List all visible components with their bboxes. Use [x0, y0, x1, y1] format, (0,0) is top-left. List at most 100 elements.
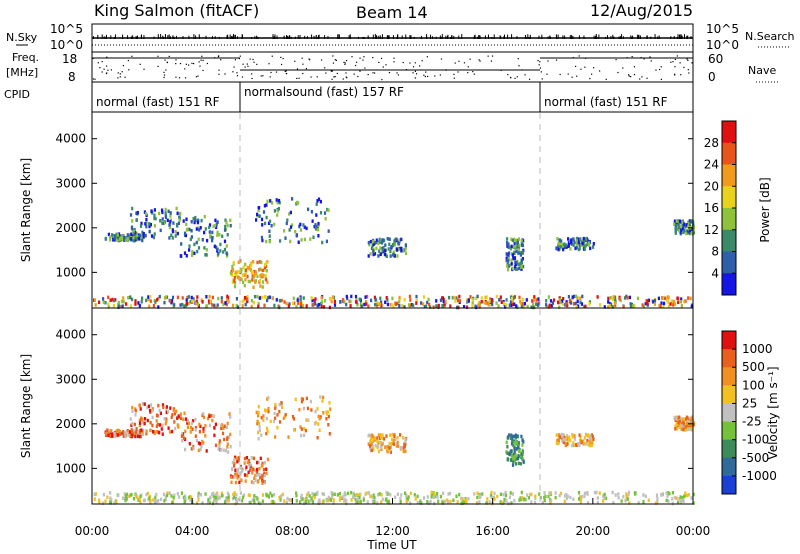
nave-dot: [94, 78, 96, 80]
echo-cell: [521, 297, 525, 302]
echo-cell: [656, 500, 659, 504]
echo-cell: [242, 265, 245, 270]
echo-cell: [237, 305, 240, 309]
echo-cell: [244, 271, 247, 275]
nave-dot: [121, 71, 123, 73]
echo-cell: [630, 302, 633, 307]
echo-cell: [145, 431, 148, 436]
echo-cell: [120, 304, 123, 309]
echo-cell: [161, 210, 164, 215]
echo-cell: [507, 245, 510, 249]
echo-cell: [299, 222, 302, 227]
echo-cell: [208, 230, 211, 234]
echo-cell: [187, 295, 190, 299]
echo-cell: [467, 299, 470, 303]
nave-dot: [128, 69, 130, 71]
echo-cell: [295, 304, 298, 309]
echo-cell: [370, 448, 373, 453]
echo-cell: [205, 304, 208, 308]
echo-cell: [237, 270, 240, 274]
echo-cell: [316, 492, 319, 496]
echo-cell: [151, 415, 154, 420]
echo-cell: [634, 492, 637, 496]
nave-dot: [271, 55, 273, 57]
echo-cell: [579, 300, 582, 304]
echo-cell: [213, 426, 216, 430]
echo-cell: [570, 238, 573, 242]
colorbar-tick-label: 500: [742, 360, 765, 374]
echo-cell: [305, 418, 308, 422]
echo-cell: [282, 416, 285, 420]
echo-cell: [575, 294, 578, 299]
echo-cell: [515, 304, 518, 308]
echo-cell: [683, 222, 686, 226]
echo-cell: [517, 245, 520, 250]
echo-cell: [579, 500, 582, 505]
colorbar-segment: [722, 439, 736, 459]
nave-dot: [188, 64, 190, 66]
echo-cell: [682, 417, 685, 421]
echo-cell: [130, 226, 134, 231]
echo-cell: [161, 432, 164, 436]
echo-cell: [299, 500, 302, 504]
nave-dot: [467, 72, 469, 74]
nave-dot: [325, 72, 327, 74]
echo-cell: [375, 246, 378, 251]
echo-cell: [390, 245, 393, 249]
colorbar-tick-label: -1000: [742, 469, 777, 483]
echo-cell: [607, 300, 610, 304]
echo-cell: [579, 438, 582, 443]
echo-cell: [176, 295, 179, 300]
echo-cell: [457, 305, 460, 310]
echo-cell: [518, 449, 521, 453]
echo-cell: [232, 268, 235, 272]
nave-dot: [686, 58, 688, 60]
echo-cell: [549, 299, 553, 303]
echo-cell: [676, 416, 679, 420]
echo-cell: [183, 251, 187, 255]
nave-dot: [236, 75, 239, 77]
echo-cell: [602, 499, 605, 503]
echo-cell: [181, 438, 184, 443]
echo-cell: [137, 430, 140, 434]
freq-unit-label: [MHz]: [6, 66, 38, 79]
echo-cell: [362, 496, 366, 500]
echo-cell: [371, 499, 375, 504]
echo-cell: [220, 299, 223, 304]
echo-cell: [405, 251, 408, 256]
echo-cell: [318, 416, 321, 421]
echo-cell: [637, 501, 640, 505]
echo-cell: [244, 278, 247, 282]
echo-cell: [390, 302, 393, 307]
echo-cell: [485, 501, 488, 505]
echo-cell: [195, 299, 198, 303]
echo-cell: [117, 236, 120, 240]
echo-cell: [161, 403, 165, 407]
freq-panel-frame: [91, 51, 694, 83]
echo-cell: [521, 453, 524, 457]
echo-cell: [325, 239, 328, 244]
echo-cell: [486, 497, 489, 501]
echo-cell: [442, 299, 445, 304]
echo-cell: [653, 302, 656, 306]
echo-cell: [312, 493, 315, 497]
echo-cell: [129, 430, 132, 434]
echo-cell: [577, 240, 580, 245]
echo-cell: [519, 261, 522, 266]
echo-cell: [549, 499, 552, 503]
echo-cell: [255, 410, 258, 415]
echo-cell: [181, 302, 184, 307]
echo-cell: [500, 501, 503, 505]
echo-cell: [690, 416, 693, 420]
echo-cell: [366, 500, 369, 504]
nave-dot: [639, 78, 641, 80]
echo-cell: [275, 198, 278, 202]
echo-cell: [261, 499, 264, 503]
nave-dot: [234, 59, 236, 61]
echo-cell: [160, 208, 164, 212]
echo-cell: [562, 440, 565, 445]
echo-cell: [225, 298, 229, 302]
echo-cell: [349, 304, 352, 308]
echo-cell: [192, 446, 195, 450]
echo-cell: [148, 222, 151, 226]
